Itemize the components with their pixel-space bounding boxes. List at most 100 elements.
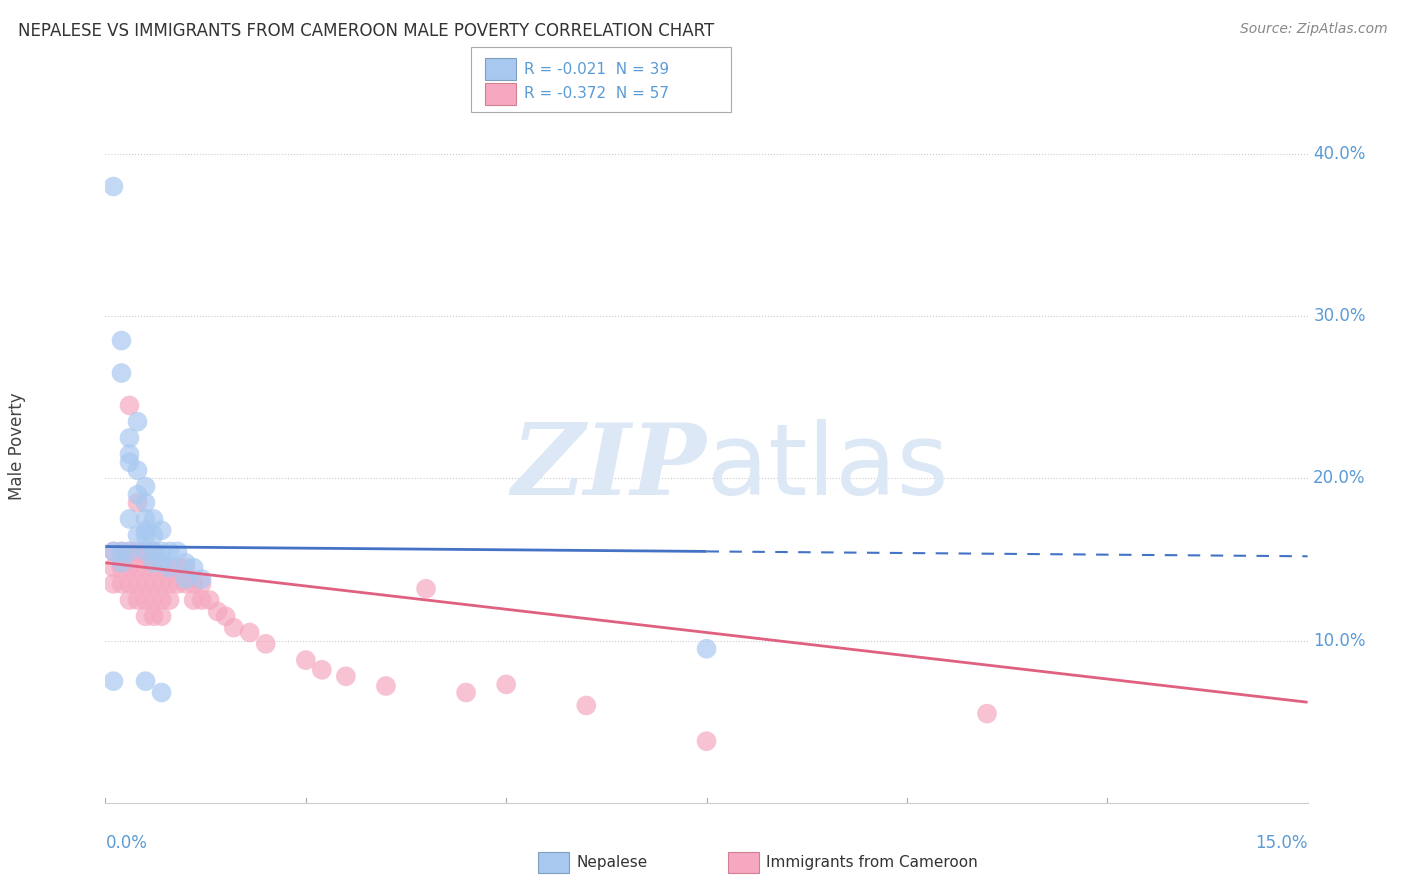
Point (118, 399, 141, 413)
Point (118, 455, 141, 469)
Text: R = -0.021  N = 39: R = -0.021 N = 39 (524, 62, 669, 77)
Text: 20.0%: 20.0% (1313, 469, 1365, 487)
Point (222, 621, 245, 635)
Point (190, 572, 212, 586)
Point (696, 641, 718, 656)
Point (127, 577, 149, 591)
Point (118, 577, 141, 591)
Text: 40.0%: 40.0% (1313, 145, 1365, 163)
Text: NEPALESE VS IMMIGRANTS FROM CAMEROON MALE POVERTY CORRELATION CHART: NEPALESE VS IMMIGRANTS FROM CAMEROON MAL… (18, 22, 714, 40)
Point (183, 577, 205, 591)
Point (166, 577, 188, 591)
Point (118, 431, 141, 445)
Point (696, 734, 718, 748)
Point (207, 604, 229, 618)
Point (127, 496, 149, 510)
Point (142, 512, 165, 526)
Point (127, 544, 149, 558)
Point (198, 593, 221, 607)
Point (159, 560, 181, 574)
Point (150, 556, 173, 570)
Point (142, 609, 165, 624)
Point (110, 556, 132, 570)
Text: ZIP: ZIP (512, 419, 707, 516)
Point (135, 560, 157, 574)
Text: 0.0%: 0.0% (105, 834, 148, 852)
Point (127, 528, 149, 542)
Point (110, 334, 132, 348)
Point (159, 544, 181, 558)
Point (103, 179, 125, 194)
Point (254, 637, 277, 651)
Point (110, 560, 132, 574)
Point (118, 593, 141, 607)
Point (118, 447, 141, 461)
Point (183, 560, 205, 574)
Point (190, 577, 212, 591)
Point (159, 560, 181, 574)
Point (135, 496, 157, 510)
Point (142, 544, 165, 558)
Text: 15.0%: 15.0% (1256, 834, 1308, 852)
Text: atlas: atlas (707, 419, 948, 516)
Point (183, 593, 205, 607)
Text: Immigrants from Cameroon: Immigrants from Cameroon (766, 855, 979, 870)
Point (135, 674, 157, 689)
Point (239, 625, 262, 640)
Point (110, 577, 132, 591)
Point (103, 544, 125, 558)
Point (103, 544, 125, 558)
Point (142, 556, 165, 570)
Point (135, 577, 157, 591)
Point (110, 366, 132, 380)
Point (159, 593, 181, 607)
Point (142, 560, 165, 574)
Point (495, 677, 517, 691)
Text: 30.0%: 30.0% (1313, 307, 1365, 326)
Point (135, 593, 157, 607)
Point (135, 528, 157, 542)
Point (159, 577, 181, 591)
Point (110, 544, 132, 558)
Point (166, 544, 188, 558)
Point (214, 609, 236, 624)
Point (127, 415, 149, 429)
Point (142, 528, 165, 542)
Point (135, 544, 157, 558)
Point (142, 593, 165, 607)
Point (150, 685, 173, 699)
Text: Male Poverty: Male Poverty (8, 392, 25, 500)
Point (174, 577, 197, 591)
Text: R = -0.372  N = 57: R = -0.372 N = 57 (524, 87, 669, 102)
Text: Nepalese: Nepalese (576, 855, 648, 870)
Point (150, 544, 173, 558)
Point (174, 572, 197, 586)
Point (135, 544, 157, 558)
Point (295, 653, 318, 667)
Point (127, 488, 149, 502)
Point (103, 560, 125, 574)
Point (150, 560, 173, 574)
Point (127, 463, 149, 477)
Point (135, 524, 157, 538)
Point (174, 560, 197, 574)
Point (142, 577, 165, 591)
Point (118, 544, 141, 558)
Point (118, 512, 141, 526)
Point (118, 560, 141, 574)
Point (150, 593, 173, 607)
Point (127, 560, 149, 574)
Point (415, 582, 437, 596)
Point (135, 479, 157, 493)
Point (454, 685, 477, 699)
Point (142, 544, 165, 558)
Point (190, 593, 212, 607)
Point (976, 706, 998, 721)
Point (150, 609, 173, 624)
Point (174, 556, 197, 570)
Point (374, 679, 398, 693)
Point (135, 609, 157, 624)
Point (575, 698, 598, 713)
Point (103, 577, 125, 591)
Point (135, 512, 157, 526)
